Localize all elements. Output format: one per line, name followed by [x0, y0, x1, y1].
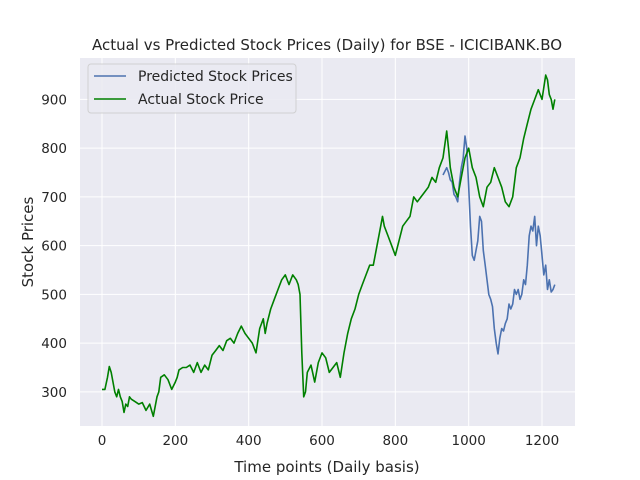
series-line-actual [102, 74, 556, 418]
x-tick-label: 400 [236, 433, 262, 449]
y-tick-label: 700 [41, 190, 67, 206]
y-tick-label: 300 [41, 385, 67, 401]
y-tick-label: 800 [41, 141, 67, 157]
legend-label-actual: Actual Stock Price [138, 92, 264, 108]
y-tick-label: 600 [41, 239, 67, 255]
x-tick-label: 200 [162, 433, 188, 449]
series-layer [102, 74, 556, 418]
grid-lines [80, 58, 575, 426]
x-tick-label: 600 [309, 433, 335, 449]
y-tick-label: 900 [41, 92, 67, 108]
x-axis-label: Time points (Daily basis) [233, 458, 419, 476]
x-axis-ticks: 0 200 400 600 800 1000 1200 [98, 433, 559, 449]
y-tick-label: 400 [41, 336, 67, 352]
chart-title: Actual vs Predicted Stock Prices (Daily)… [92, 36, 562, 54]
series-line-predicted [442, 135, 556, 355]
legend-box [87, 63, 297, 114]
y-axis-label: Stock Prices [19, 196, 37, 287]
legend: Predicted Stock Prices Actual Stock Pric… [87, 63, 297, 114]
legend-label-predicted: Predicted Stock Prices [138, 69, 293, 85]
x-tick-label: 1200 [525, 433, 559, 449]
x-tick-label: 0 [98, 433, 107, 449]
y-axis-ticks: 300 400 500 600 700 800 900 [41, 92, 67, 400]
x-tick-label: 1000 [451, 433, 485, 449]
y-tick-label: 500 [41, 287, 67, 303]
x-tick-label: 800 [382, 433, 408, 449]
